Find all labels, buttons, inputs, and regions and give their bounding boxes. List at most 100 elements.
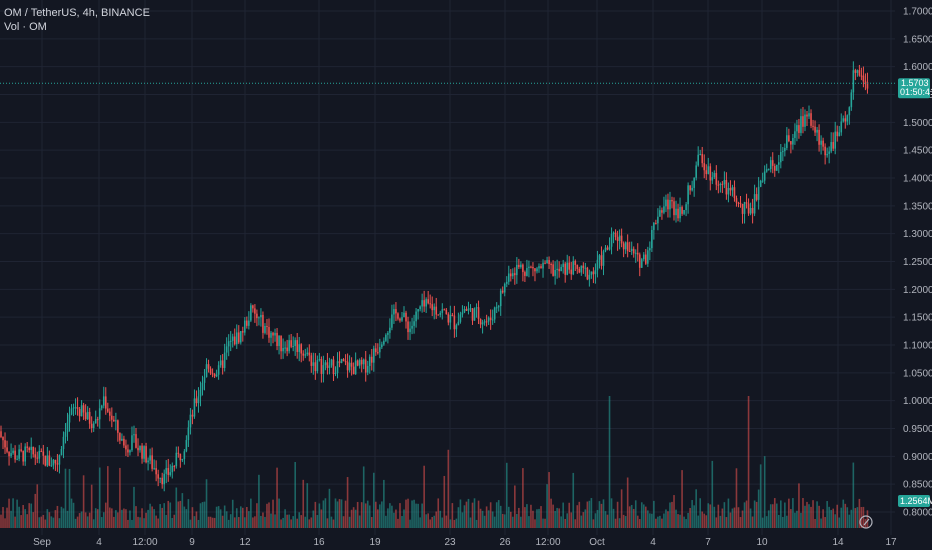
candle-body bbox=[209, 368, 212, 374]
volume-bar bbox=[64, 468, 67, 528]
candle-body bbox=[290, 340, 292, 347]
volume-bar bbox=[441, 517, 444, 528]
candle-body bbox=[221, 360, 224, 368]
volume-bar bbox=[175, 487, 178, 528]
candle-body bbox=[161, 477, 163, 485]
volume-bar bbox=[435, 511, 438, 528]
candle-body bbox=[76, 407, 79, 410]
candle-body bbox=[215, 374, 218, 377]
volume-bar bbox=[824, 517, 826, 528]
volume-bar bbox=[310, 517, 313, 528]
candle-body bbox=[28, 447, 31, 451]
candle-body bbox=[292, 346, 294, 348]
time-tick-label: 12 bbox=[239, 537, 251, 548]
candle-body bbox=[237, 332, 240, 343]
volume-bar bbox=[429, 519, 431, 528]
candle-body bbox=[90, 423, 93, 429]
volume-bar bbox=[512, 516, 514, 528]
candle-body bbox=[483, 321, 486, 323]
volume-bar bbox=[90, 484, 93, 528]
candle-body bbox=[320, 359, 323, 374]
candle-body bbox=[78, 409, 81, 417]
candle-body bbox=[771, 160, 774, 166]
candle-body bbox=[153, 468, 155, 470]
volume-bar bbox=[520, 516, 522, 528]
candle-body bbox=[634, 252, 637, 254]
volume-bar bbox=[104, 502, 107, 528]
volume-bar bbox=[788, 498, 790, 528]
volume-bar bbox=[191, 507, 194, 528]
candle-body bbox=[322, 365, 325, 374]
candle-body bbox=[338, 361, 341, 363]
volume-bar bbox=[195, 511, 198, 528]
candle-body bbox=[582, 265, 585, 268]
volume-bar bbox=[221, 515, 224, 528]
candle-body bbox=[463, 309, 466, 313]
candle-body bbox=[318, 359, 321, 361]
settings-gear-icon[interactable] bbox=[859, 515, 873, 529]
last-price-badge: 1.5703 01:50:41 bbox=[898, 78, 932, 99]
volume-bar bbox=[76, 516, 79, 528]
candle-body bbox=[262, 314, 264, 333]
volume-bar bbox=[183, 506, 186, 528]
candle-body bbox=[614, 232, 617, 238]
volume-bar bbox=[411, 500, 413, 528]
volume-bar bbox=[74, 518, 77, 528]
candle-body bbox=[231, 336, 234, 341]
candle-body bbox=[308, 352, 311, 356]
volume-bar bbox=[199, 503, 202, 528]
time-tick-label: 23 bbox=[444, 537, 456, 548]
volume-bar bbox=[360, 502, 363, 528]
candle-body bbox=[96, 419, 99, 421]
candle-body bbox=[207, 364, 210, 369]
volume-bar bbox=[463, 505, 466, 528]
candle-body bbox=[481, 322, 484, 325]
candle-body bbox=[24, 446, 26, 462]
price-axis[interactable]: 1.70001.65001.60001.55001.50001.45001.40… bbox=[903, 7, 932, 519]
volume-bar bbox=[141, 508, 143, 528]
time-axis[interactable]: Sep 4 12:00 9 12 16 19 23 26 12:00 Oct 4 7 10 14 17 bbox=[33, 537, 897, 548]
candle-body bbox=[391, 314, 393, 328]
candle-body bbox=[697, 154, 699, 166]
volume-bar bbox=[286, 514, 288, 528]
time-tick-label: 14 bbox=[832, 537, 844, 548]
volume-bar bbox=[798, 483, 800, 528]
candle-body bbox=[362, 359, 365, 365]
candle-body bbox=[30, 446, 33, 451]
volume-bar bbox=[699, 498, 702, 528]
volume-bar bbox=[729, 512, 732, 528]
volume-bar bbox=[332, 519, 335, 528]
volume-bar bbox=[50, 516, 53, 528]
volume-bar bbox=[679, 514, 681, 528]
volume-bar bbox=[534, 519, 536, 528]
volume-indicator-title[interactable]: Vol · OM bbox=[4, 21, 47, 33]
volume-bar bbox=[649, 513, 651, 528]
candle-body bbox=[324, 362, 327, 366]
candle-body bbox=[157, 474, 159, 479]
candle-body bbox=[624, 242, 627, 250]
volume-bar bbox=[719, 515, 722, 528]
volume-bar bbox=[131, 519, 133, 528]
candle-body bbox=[794, 131, 796, 138]
candle-body bbox=[719, 183, 722, 186]
candle-body bbox=[703, 163, 706, 171]
candle-body bbox=[84, 412, 87, 420]
volume-badge: 1.2564M bbox=[898, 495, 932, 507]
candle-body bbox=[590, 271, 593, 275]
volume-bar bbox=[276, 467, 278, 528]
volume-bar bbox=[509, 511, 512, 528]
candle-body bbox=[816, 129, 818, 133]
candle-body bbox=[775, 164, 778, 171]
candle-body bbox=[820, 140, 822, 145]
candle-body bbox=[248, 320, 250, 326]
volume-bar bbox=[796, 510, 798, 528]
symbol-title[interactable]: OM / TetherUS, 4h, BINANCE bbox=[4, 7, 150, 19]
candle-body bbox=[399, 318, 401, 321]
candle-body bbox=[282, 348, 284, 352]
volume-bar bbox=[415, 503, 417, 528]
volume-bar bbox=[564, 518, 566, 528]
last-volume-value: 1.2564M bbox=[900, 496, 932, 506]
volume-bar bbox=[207, 516, 210, 528]
volume-bar bbox=[580, 515, 583, 528]
